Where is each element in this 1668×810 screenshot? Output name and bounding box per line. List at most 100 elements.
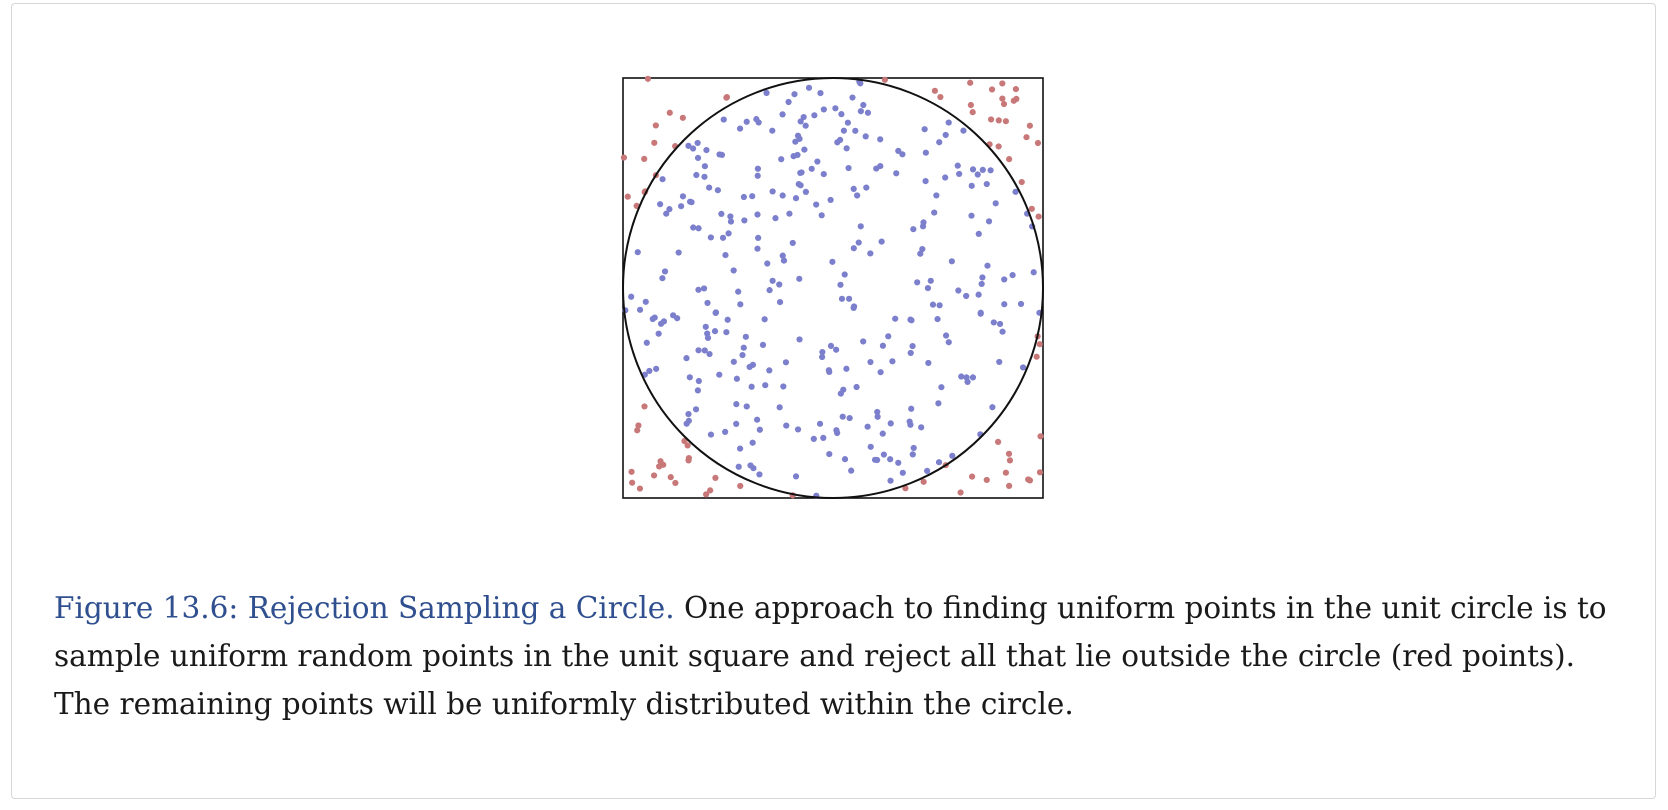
- accepted-point: [776, 281, 783, 288]
- accepted-point: [748, 383, 755, 390]
- accepted-point: [735, 288, 742, 295]
- rejected-point: [920, 478, 927, 485]
- accepted-point: [857, 223, 864, 230]
- accepted-point: [686, 374, 693, 381]
- accepted-point: [792, 195, 800, 202]
- accepted-point: [879, 342, 887, 349]
- accepted-point: [1009, 271, 1016, 279]
- rejected-point: [1035, 213, 1042, 220]
- accepted-point: [692, 406, 700, 413]
- accepted-point: [841, 456, 849, 463]
- accepted-point: [666, 206, 673, 213]
- rejected-point: [1006, 457, 1014, 464]
- accepted-point: [730, 267, 737, 274]
- rejected-point: [652, 122, 659, 129]
- accepted-point: [706, 350, 713, 358]
- accepted-point: [802, 188, 809, 195]
- accepted-point: [679, 193, 687, 200]
- accepted-point: [877, 136, 884, 143]
- accepted-point: [695, 286, 702, 293]
- accepted-point: [711, 328, 719, 335]
- accepted-point: [1001, 276, 1008, 283]
- rejected-point: [995, 117, 1002, 124]
- accepted-point: [857, 108, 864, 115]
- accepted-point: [818, 212, 825, 219]
- accepted-point: [800, 113, 807, 121]
- accepted-point: [762, 382, 769, 389]
- accepted-point: [999, 328, 1006, 335]
- accepted-point: [924, 284, 932, 292]
- accepted-point: [776, 404, 783, 411]
- accepted-point: [969, 166, 977, 173]
- accepted-point: [871, 456, 879, 463]
- accepted-point: [948, 258, 955, 265]
- accepted-point: [968, 212, 975, 219]
- accepted-point: [958, 373, 965, 380]
- accepted-point: [867, 250, 874, 257]
- rejected-point: [1037, 433, 1044, 440]
- rejected-point: [644, 75, 652, 82]
- accepted-point: [716, 371, 723, 378]
- accepted-point: [867, 443, 874, 450]
- accepted-point: [936, 302, 943, 309]
- accepted-point: [895, 147, 902, 155]
- accepted-point: [899, 151, 906, 158]
- accepted-point: [969, 374, 977, 381]
- accepted-point: [978, 280, 985, 288]
- accepted-point: [707, 234, 714, 241]
- accepted-point: [838, 111, 845, 118]
- accepted-point: [834, 139, 841, 146]
- accepted-point: [954, 162, 961, 169]
- rejected-point: [657, 458, 664, 465]
- accepted-point: [860, 338, 867, 345]
- accepted-point: [642, 298, 649, 305]
- accepted-point: [850, 185, 857, 192]
- accepted-point: [887, 420, 894, 427]
- accepted-point: [789, 239, 796, 247]
- accepted-point: [723, 329, 730, 336]
- accepted-point: [655, 330, 662, 337]
- accepted-point: [702, 323, 709, 330]
- accepted-point: [975, 230, 982, 238]
- accepted-point: [909, 451, 916, 458]
- accepted-point: [724, 316, 731, 323]
- accepted-point: [841, 271, 848, 278]
- rejected-point: [957, 489, 964, 496]
- rejected-point: [1002, 469, 1009, 476]
- accepted-point: [694, 387, 701, 394]
- accepted-point: [764, 260, 771, 267]
- rejected-point: [987, 116, 995, 123]
- rejected-point: [1026, 477, 1034, 484]
- accepted-point: [797, 182, 804, 189]
- rejected-point: [1005, 450, 1013, 457]
- rejected-point: [672, 479, 679, 487]
- accepted-point: [845, 295, 853, 302]
- rejected-point: [983, 476, 990, 484]
- accepted-point: [987, 167, 994, 174]
- rejected-point: [881, 76, 888, 83]
- accepted-point: [695, 225, 702, 232]
- accepted-point: [634, 249, 641, 256]
- rejected-point: [999, 95, 1006, 102]
- accepted-point: [801, 146, 808, 153]
- accepted-point: [829, 258, 836, 265]
- accepted-point: [689, 145, 697, 152]
- accepted-point: [840, 127, 847, 134]
- accepted-point: [805, 84, 813, 91]
- accepted-point: [712, 309, 719, 317]
- rejected-point: [902, 485, 909, 492]
- rejected-point: [1002, 118, 1009, 125]
- accepted-point: [1001, 301, 1008, 308]
- rejected-point: [685, 457, 692, 464]
- accepted-point: [761, 316, 768, 323]
- rejected-point: [1036, 469, 1044, 476]
- accepted-point: [772, 215, 779, 222]
- accepted-point: [893, 170, 900, 177]
- accepted-point: [827, 196, 834, 204]
- accepted-point: [917, 250, 924, 257]
- accepted-point: [963, 292, 970, 300]
- accepted-point: [1030, 269, 1037, 276]
- accepted-point: [855, 239, 862, 246]
- accepted-point: [874, 408, 881, 416]
- accepted-point: [857, 80, 864, 87]
